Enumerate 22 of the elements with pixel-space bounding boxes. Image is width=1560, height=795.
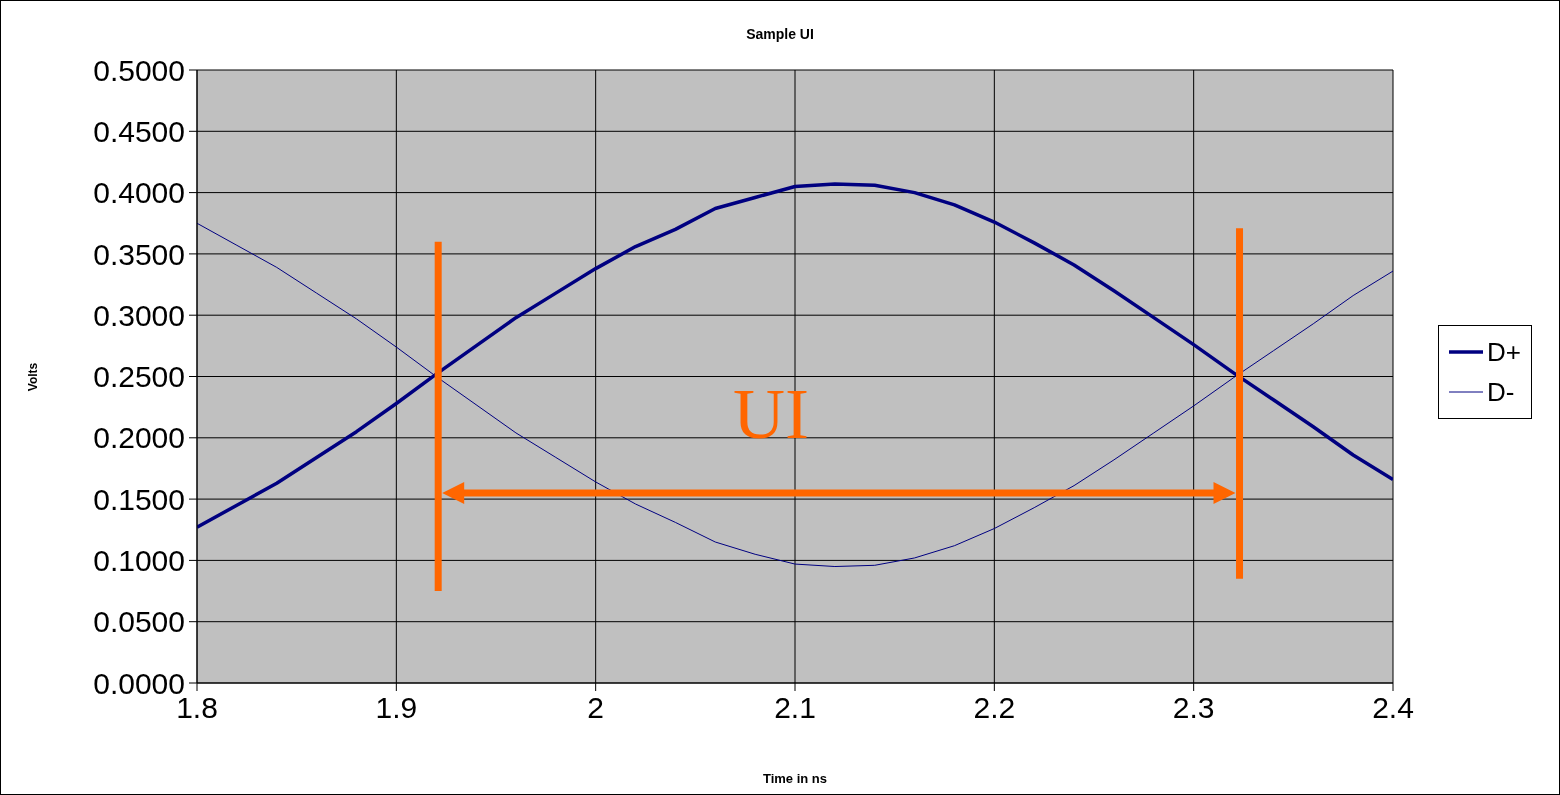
x-tick-label: 2.1 <box>774 691 816 725</box>
y-tick-label: 0.2000 <box>93 421 185 455</box>
x-tick-label: 1.9 <box>375 691 418 725</box>
y-tick-label: 0.4500 <box>93 114 185 148</box>
legend-label: D- <box>1486 376 1516 409</box>
y-tick-label: 0.3000 <box>93 298 185 332</box>
annotation: UI <box>733 374 809 454</box>
x-axis-title: Time in ns <box>761 771 829 786</box>
y-tick-label: 0.1500 <box>93 482 185 516</box>
legend-label: D+ <box>1486 336 1521 369</box>
chart-title: Sample UI <box>745 26 815 42</box>
x-tick-label: 2 <box>587 691 605 725</box>
y-axis-title: Volts <box>26 362 40 391</box>
y-tick-label: 0.5000 <box>93 53 185 87</box>
y-tick-label: 0.4000 <box>93 176 185 210</box>
y-tick-label: 0.3500 <box>93 237 185 271</box>
y-tick-label: 0.1000 <box>93 544 185 578</box>
y-tick-label: 0.0500 <box>93 605 185 639</box>
x-tick-label: 2.3 <box>1172 691 1215 725</box>
x-tick-label: 2.4 <box>1372 691 1414 725</box>
x-tick-label: 2.2 <box>973 691 1016 725</box>
y-tick-label: 0.2500 <box>93 360 185 394</box>
